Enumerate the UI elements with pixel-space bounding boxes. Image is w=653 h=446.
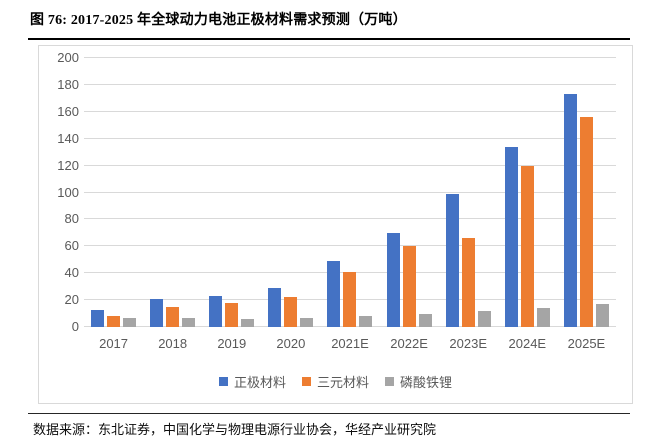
- bar-正极材料-2020: [268, 288, 282, 327]
- bar-group-2025E: [557, 58, 616, 327]
- x-axis-label-2017: 2017: [99, 336, 129, 351]
- bar-group-2023E: [439, 58, 498, 327]
- title-divider: [28, 38, 630, 40]
- x-axis-label-2018: 2018: [158, 336, 188, 351]
- y-tick-label-40: 40: [64, 265, 79, 281]
- bar-正极材料-2019: [209, 296, 223, 327]
- gridline-100: [84, 191, 616, 193]
- y-axis: 0 20 40 60 80 100 120 140 160 180 200: [39, 51, 79, 334]
- legend-label-磷酸铁锂: 磷酸铁锂: [400, 375, 453, 390]
- data-source-text: 数据来源：东北证券，中国化学与物理电源行业协会，华经产业研究院: [33, 422, 437, 437]
- bar-group-2021E: [320, 58, 379, 327]
- legend-swatch-icon-磷酸铁锂: [385, 377, 394, 386]
- gridline-160: [84, 110, 616, 112]
- legend-label-正极材料: 正极材料: [233, 375, 286, 390]
- legend-swatch-icon-三元材料: [301, 377, 311, 386]
- y-tick-label-60: 60: [64, 238, 79, 254]
- gridline-140: [84, 137, 616, 139]
- x-axis-label-2021E: 2021E: [331, 336, 369, 351]
- y-tick-label-140: 140: [57, 130, 79, 146]
- x-axis-label-2023E: 2023E: [449, 336, 487, 351]
- bar-三元材料-2020: [284, 297, 298, 327]
- bar-磷酸铁锂-2023E: [477, 310, 491, 327]
- x-axis-label-2025E: 2025E: [567, 336, 606, 351]
- y-tick-label-180: 180: [57, 76, 79, 92]
- bar-group-2017: [84, 58, 143, 327]
- bar-正极材料-2018: [150, 298, 164, 327]
- y-tick-label-80: 80: [64, 211, 79, 227]
- bar-正极材料-2021E: [327, 261, 341, 327]
- bar-三元材料-2024E: [520, 165, 534, 327]
- bar-三元材料-2023E: [461, 238, 475, 327]
- x-axis-label-2024E: 2024E: [508, 336, 547, 351]
- bar-三元材料-2018: [166, 306, 180, 327]
- x-axis-label-2019: 2019: [217, 336, 247, 351]
- legend-label-三元材料: 三元材料: [316, 375, 369, 390]
- gridline-200: [84, 57, 616, 58]
- y-tick-label-20: 20: [64, 292, 79, 308]
- y-tick-label-120: 120: [57, 157, 79, 173]
- x-axis-label-2022E: 2022E: [390, 336, 428, 351]
- x-axis-label-2020: 2020: [276, 336, 306, 351]
- chart-frame: 0 20 40 60 80 100 120 140 160 180 200 2017 2018 2019…: [38, 45, 633, 404]
- bar-磷酸铁锂-2020: [300, 317, 314, 327]
- y-tick-label-160: 160: [57, 103, 79, 119]
- x-axis: 2017 2018 2019 2020 2021E 2022E 2023E 2024E 2025…: [84, 336, 616, 351]
- gridline-60: [84, 245, 616, 247]
- bar-正极材料-2023E: [445, 193, 459, 327]
- legend-item-磷酸铁锂: 磷酸铁锂: [385, 372, 452, 391]
- bar-groups: [84, 58, 616, 327]
- legend-item-三元材料: 三元材料: [301, 372, 369, 391]
- gridline-80: [84, 218, 616, 220]
- bar-group-2019: [202, 58, 261, 327]
- bar-正极材料-2025E: [563, 94, 577, 327]
- gridline-120: [84, 164, 616, 166]
- bar-三元材料-2025E: [579, 117, 593, 327]
- legend-item-正极材料: 正极材料: [218, 372, 286, 391]
- bar-磷酸铁锂-2025E: [595, 304, 609, 327]
- y-tick-label-100: 100: [57, 184, 79, 200]
- bar-磷酸铁锂-2017: [123, 317, 137, 327]
- bar-正极材料-2024E: [504, 146, 518, 327]
- bar-正极材料-2017: [91, 309, 105, 327]
- chart-legend: 正极材料 三元材料 磷酸铁锂: [39, 372, 632, 391]
- bar-group-2018: [143, 58, 202, 327]
- bar-磷酸铁锂-2018: [182, 317, 196, 327]
- bar-三元材料-2017: [107, 316, 121, 327]
- bar-磷酸铁锂-2019: [241, 318, 255, 327]
- bar-磷酸铁锂-2021E: [359, 316, 373, 327]
- y-tick-label-0: 0: [71, 319, 79, 334]
- plot-area: [84, 57, 616, 327]
- bar-正极材料-2022E: [386, 232, 400, 327]
- footer-divider: [28, 413, 630, 414]
- bar-三元材料-2021E: [343, 271, 357, 327]
- bar-group-2020: [261, 58, 320, 327]
- bar-三元材料-2019: [225, 302, 239, 327]
- gridline-180: [84, 83, 616, 85]
- bar-group-2022E: [380, 58, 439, 327]
- bar-磷酸铁锂-2022E: [418, 313, 432, 327]
- legend-swatch-icon-正极材料: [218, 377, 228, 386]
- bar-磷酸铁锂-2024E: [536, 308, 550, 327]
- bar-三元材料-2022E: [402, 246, 416, 327]
- bar-group-2024E: [498, 58, 557, 327]
- y-tick-label-200: 200: [57, 50, 79, 65]
- figure-title: 图 76: 2017-2025 年全球动力电池正极材料需求预测（万吨）: [30, 13, 407, 28]
